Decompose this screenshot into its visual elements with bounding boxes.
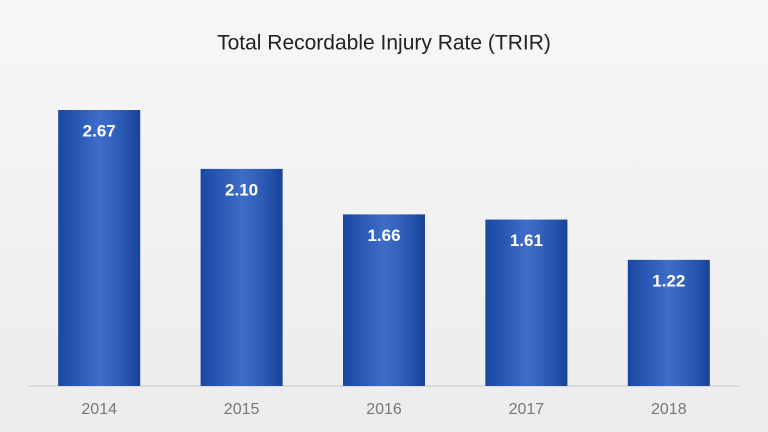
bar-shine [343, 214, 425, 386]
bar-shine [58, 110, 141, 386]
x-tick-label: 2017 [509, 401, 545, 418]
x-tick-label: 2014 [81, 401, 117, 418]
data-label: 1.66 [367, 226, 400, 245]
data-label: 1.22 [652, 271, 685, 290]
data-label: 1.61 [510, 231, 543, 250]
bar-shine [200, 168, 283, 386]
bar-shine [485, 219, 568, 386]
data-label: 2.10 [225, 180, 258, 199]
bar-shine [627, 259, 710, 386]
chart-title: Total Recordable Injury Rate (TRIR) [217, 32, 551, 55]
x-tick-label: 2016 [366, 401, 402, 418]
data-label: 2.67 [83, 121, 116, 140]
x-tick-label: 2018 [651, 401, 687, 418]
x-tick-label: 2015 [224, 401, 260, 418]
